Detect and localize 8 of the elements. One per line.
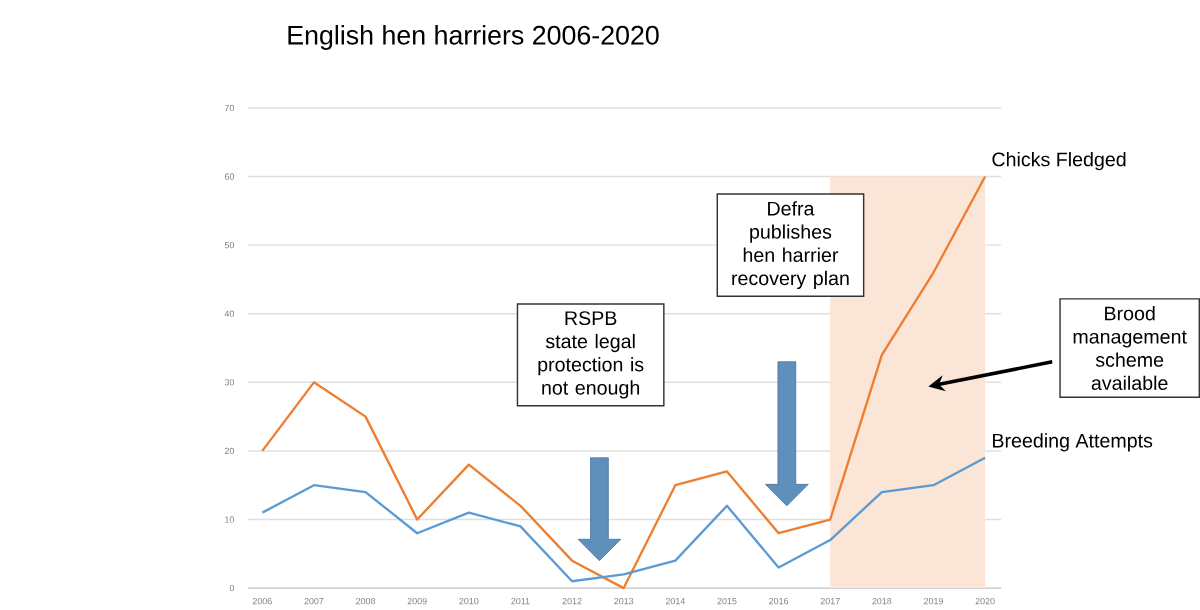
chart-title: English hen harriers 2006-2020	[288, 24, 659, 50]
band-label: Brood management scheme available	[1073, 305, 1187, 390]
annotation: Defra publishes hen harrier recovery plan	[732, 201, 849, 289]
annotation: RSPB state legal protection is not enough	[538, 311, 644, 399]
line-series	[261, 175, 987, 590]
line-series	[261, 456, 987, 583]
series-label: Breeding Attempts	[993, 433, 1153, 452]
series-label: Chicks Fledged	[992, 151, 1126, 171]
